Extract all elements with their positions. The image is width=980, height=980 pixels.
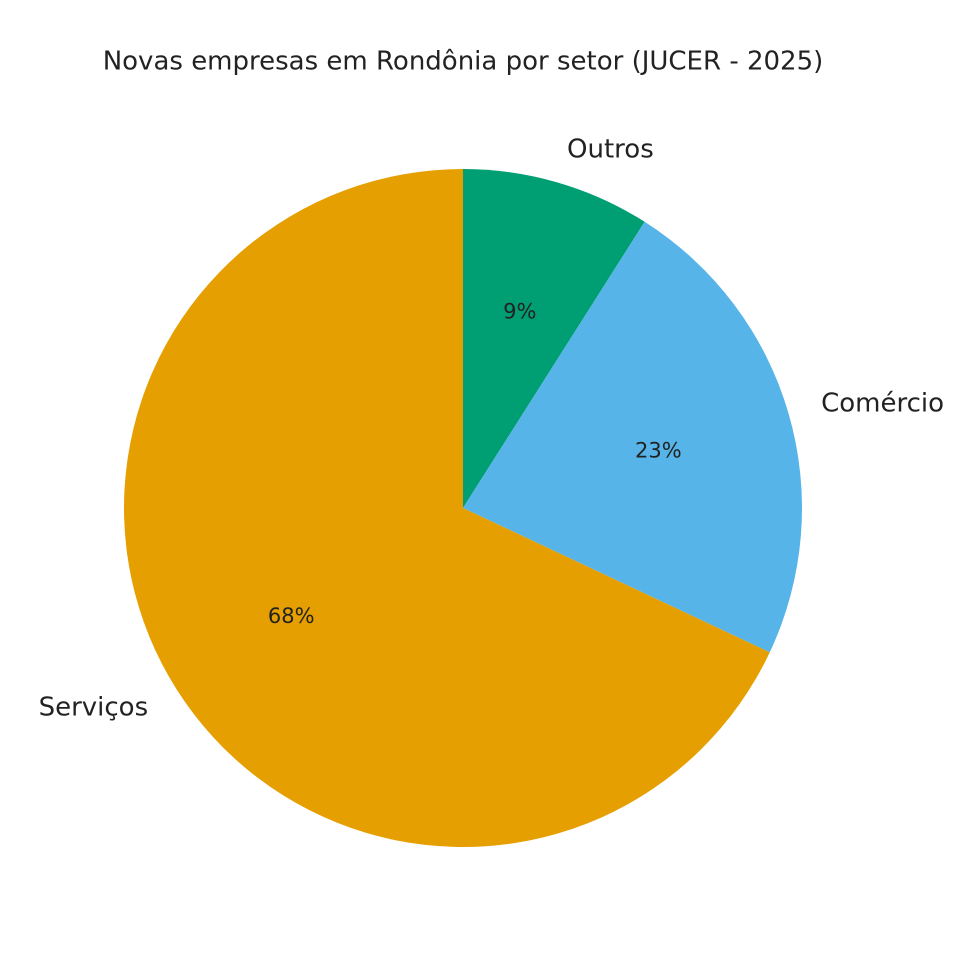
category-label: Serviços <box>39 692 149 722</box>
chart-title: Novas empresas em Rondônia por setor (JU… <box>103 47 824 77</box>
value-label: 23% <box>635 438 682 462</box>
pie-slice <box>124 169 770 847</box>
category-label: Outros <box>567 134 654 164</box>
value-label: 9% <box>503 300 536 324</box>
pie-slice <box>463 169 645 508</box>
pie-slice <box>463 221 802 653</box>
category-label: Comércio <box>821 388 944 418</box>
value-label: 68% <box>268 604 315 628</box>
